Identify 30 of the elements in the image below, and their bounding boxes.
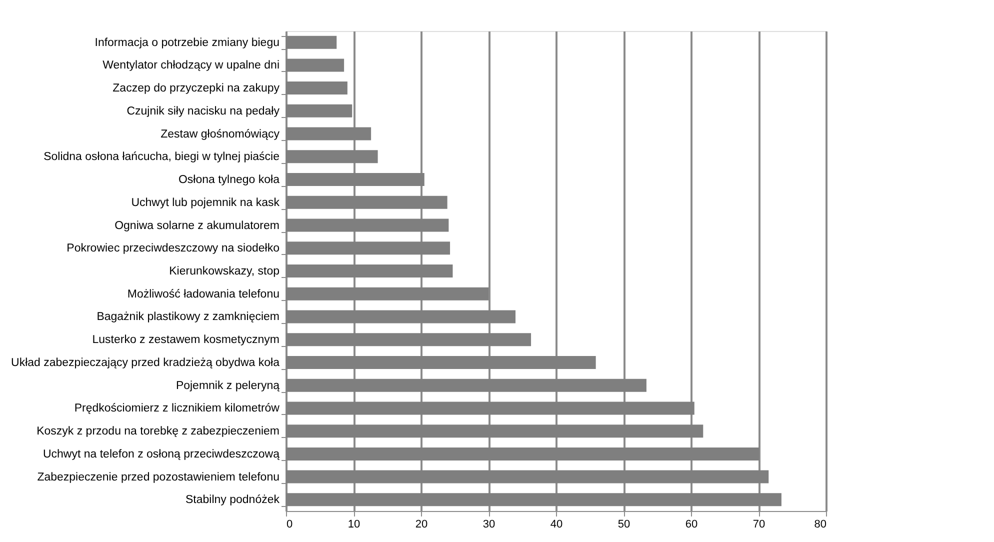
- y-tick-label: Kierunkowskazy, stop: [169, 266, 280, 278]
- y-tick-label: Uchwyt lub pojemnik na kask: [131, 196, 280, 209]
- x-tick-label: 10: [348, 518, 360, 530]
- y-tick-label: Koszyk z przodu na torebkę z zabezpieczeniem: [36, 426, 280, 438]
- y-tick-label: Zabezpieczenie przed pozostawieniem telefonu: [37, 471, 280, 484]
- y-tick-label: Osłona tylnego koła: [178, 174, 280, 186]
- y-tick-label: Możliwość ładowania telefonu: [127, 288, 280, 300]
- x-tick-label: 0: [286, 518, 293, 530]
- y-tick-label: Pojemnik z peleryną: [176, 380, 280, 392]
- x-tick-label: 80: [814, 518, 826, 530]
- y-tick-label: Uchwyt na telefon z osłoną przeciwdeszczową: [42, 448, 280, 460]
- x-tick-label: 30: [482, 518, 496, 530]
- y-tick-label: Zestaw głośnomówiący: [160, 128, 280, 140]
- y-tick-label: Solidna osłona łańcucha, biegi w tylnej piaście: [44, 151, 280, 164]
- x-tick-label: 70: [752, 518, 766, 530]
- y-tick-label: Wentylator chłodzący w upalne dni: [102, 60, 280, 72]
- y-tick-label: Czujnik siły nacisku na pedały: [126, 105, 280, 118]
- y-tick-label: Pokrowiec przeciwdeszczowy na siodełko: [66, 242, 280, 255]
- y-tick-label: Stabilny podnóżek: [186, 494, 280, 506]
- x-tick-label: 60: [685, 518, 698, 530]
- y-tick-label: Zaczep do przyczepki na zakupy: [112, 82, 280, 95]
- x-tick-label: 40: [550, 518, 563, 530]
- y-tick-label: Lusterko z zestawem kosmetycznym: [92, 334, 280, 346]
- y-tick-label: Informacja o potrzebie zmiany biegu: [94, 36, 280, 49]
- x-tick-label: 50: [618, 518, 630, 530]
- y-tick-label: Prędkościomierz z licznikiem kilometrów: [74, 402, 280, 415]
- y-tick-label: Układ zabezpieczający przed kradzieżą obydwa koła: [11, 356, 280, 369]
- x-tick-label: 20: [415, 518, 428, 530]
- y-tick-label: Ogniwa solarne z akumulatorem: [114, 220, 280, 232]
- y-tick-label: Bagażnik plastikowy z zamknięciem: [96, 311, 280, 324]
